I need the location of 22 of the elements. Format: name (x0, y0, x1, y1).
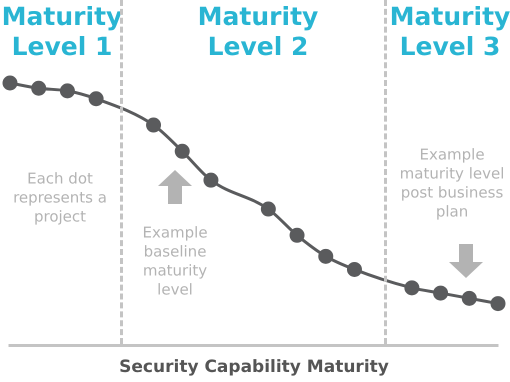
point (174, 144, 190, 159)
point (433, 286, 448, 301)
point (318, 248, 334, 264)
point (404, 280, 420, 296)
point (290, 228, 305, 243)
annotation: Each dot represents a project (13, 169, 107, 226)
point (490, 296, 506, 312)
annotation: Example baseline maturity level (142, 223, 208, 298)
point (260, 202, 276, 217)
point (31, 80, 46, 96)
x-axis-title: Security Capability Maturity (119, 357, 389, 378)
annotation: Example maturity level post business plan (400, 145, 504, 220)
point (346, 262, 362, 277)
point (462, 290, 477, 306)
point (203, 172, 218, 188)
point (2, 76, 18, 90)
point (60, 83, 75, 98)
point (146, 118, 162, 133)
text: Maturity Level 3 (390, 2, 510, 61)
point (88, 91, 104, 106)
text: Maturity Level 1 (2, 2, 122, 61)
text: Maturity Level 2 (198, 2, 318, 61)
